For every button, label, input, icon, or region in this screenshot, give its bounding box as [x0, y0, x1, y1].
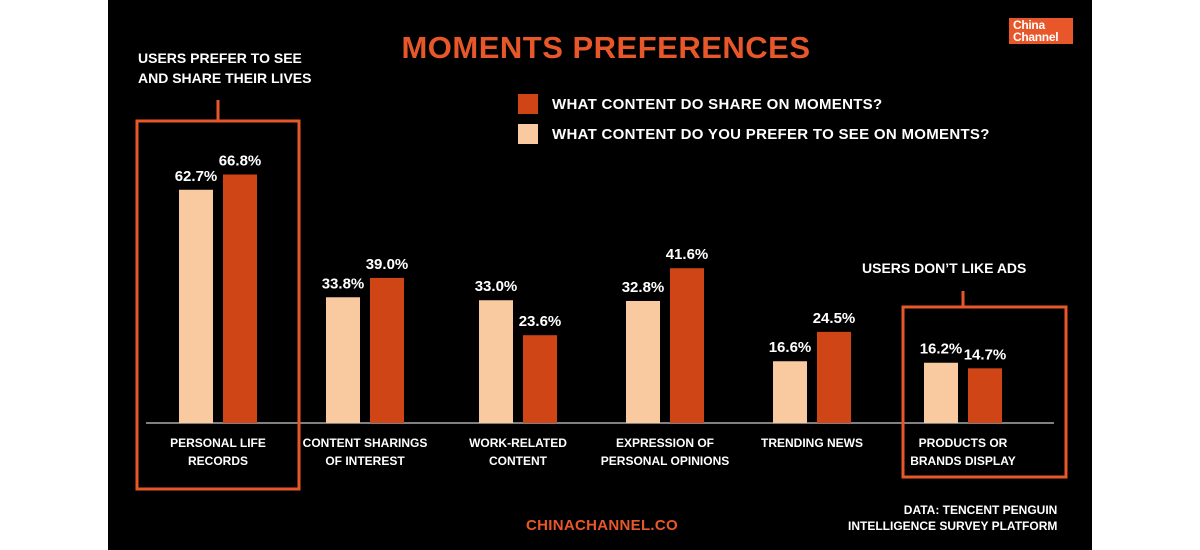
legend-label-see: WHAT CONTENT DO YOU PREFER TO SEE ON MOM…: [552, 126, 990, 143]
callout-ads: USERS DON’T LIKE ADS: [862, 260, 1027, 276]
data-source-line-1: DATA: TENCENT PENGUIN: [903, 503, 1058, 517]
category-label-0-line-0: PERSONAL LIFE: [170, 436, 266, 450]
bar-5-series-0: [924, 362, 958, 423]
bar-5-series-1: [968, 368, 1002, 423]
logo-line-1: China: [1013, 18, 1045, 32]
data-label-5-series-0: 16.2%: [920, 341, 963, 358]
highlight-box-personal-life: [135, 119, 301, 491]
bar-0-series-1: [223, 174, 257, 423]
category-label-3-line-0: EXPRESSION OF: [616, 436, 714, 450]
bar-3-series-1: [670, 268, 704, 423]
category-label-4-line-0: TRENDING NEWS: [761, 436, 863, 450]
category-label-1-line-1: OF INTEREST: [325, 454, 405, 468]
infographic: MOMENTS PREFERENCES China Channel USERS …: [108, 0, 1092, 550]
china-channel-logo: China Channel: [1009, 18, 1073, 44]
bar-3-series-0: [626, 300, 660, 423]
data-label-2-series-0: 33.0%: [475, 278, 518, 295]
category-label-5-line-0: PRODUCTS OR: [919, 436, 1008, 450]
data-label-4-series-1: 24.5%: [813, 310, 856, 327]
bar-2-series-0: [479, 300, 513, 423]
data-source: DATA: TENCENT PENGUIN INTELLIGENCE SURVE…: [848, 502, 1057, 534]
data-label-2-series-1: 23.6%: [519, 313, 562, 330]
legend-label-share: WHAT CONTENT DO SHARE ON MOMENTS?: [552, 96, 883, 113]
bar-chart: 62.7%66.8% PERSONAL LIFE RECORDS 33.8%39.0%…: [135, 100, 1068, 491]
callout-personal-life: USERS PREFER TO SEE AND SHARE THEIR LIVE…: [138, 48, 311, 88]
highlight-box-products: [901, 305, 1068, 479]
legend-swatch-see: [518, 124, 538, 144]
bar-4-series-1: [817, 331, 851, 423]
category-label-3-line-1: PERSONAL OPINIONS: [601, 454, 729, 468]
chart-title: MOMENTS PREFERENCES: [401, 30, 811, 65]
callout-personal-life-line-2: AND SHARE THEIR LIVES: [138, 70, 312, 86]
data-label-3-series-1: 41.6%: [666, 246, 709, 263]
bar-2-series-1: [523, 335, 557, 423]
bar-4-series-0: [773, 361, 807, 423]
category-label-2-line-1: CONTENT: [489, 454, 548, 468]
data-label-1-series-1: 39.0%: [366, 256, 409, 273]
category-label-0-line-1: RECORDS: [188, 454, 248, 468]
category-label-2-line-0: WORK-RELATED: [469, 436, 567, 450]
data-label-4-series-0: 16.6%: [769, 339, 812, 356]
legend-swatch-share: [518, 94, 538, 114]
category-label-5-line-1: BRANDS DISPLAY: [910, 454, 1016, 468]
data-source-line-2: INTELLIGENCE SURVEY PLATFORM: [848, 519, 1058, 533]
logo-line-2: Channel: [1013, 30, 1059, 44]
data-label-0-series-1: 66.8%: [219, 153, 262, 170]
data-label-5-series-1: 14.7%: [964, 346, 1007, 363]
category-label-1-line-0: CONTENT SHARINGS: [303, 436, 428, 450]
bar-1-series-1: [370, 277, 404, 423]
bar-0-series-0: [179, 189, 213, 423]
data-label-1-series-0: 33.8%: [322, 275, 365, 292]
data-label-3-series-0: 32.8%: [622, 279, 665, 296]
bar-1-series-0: [326, 297, 360, 423]
callout-personal-life-line-1: USERS PREFER TO SEE: [138, 50, 302, 66]
data-label-0-series-0: 62.7%: [175, 168, 218, 185]
footer-website: CHINACHANNEL.CO: [526, 517, 678, 534]
